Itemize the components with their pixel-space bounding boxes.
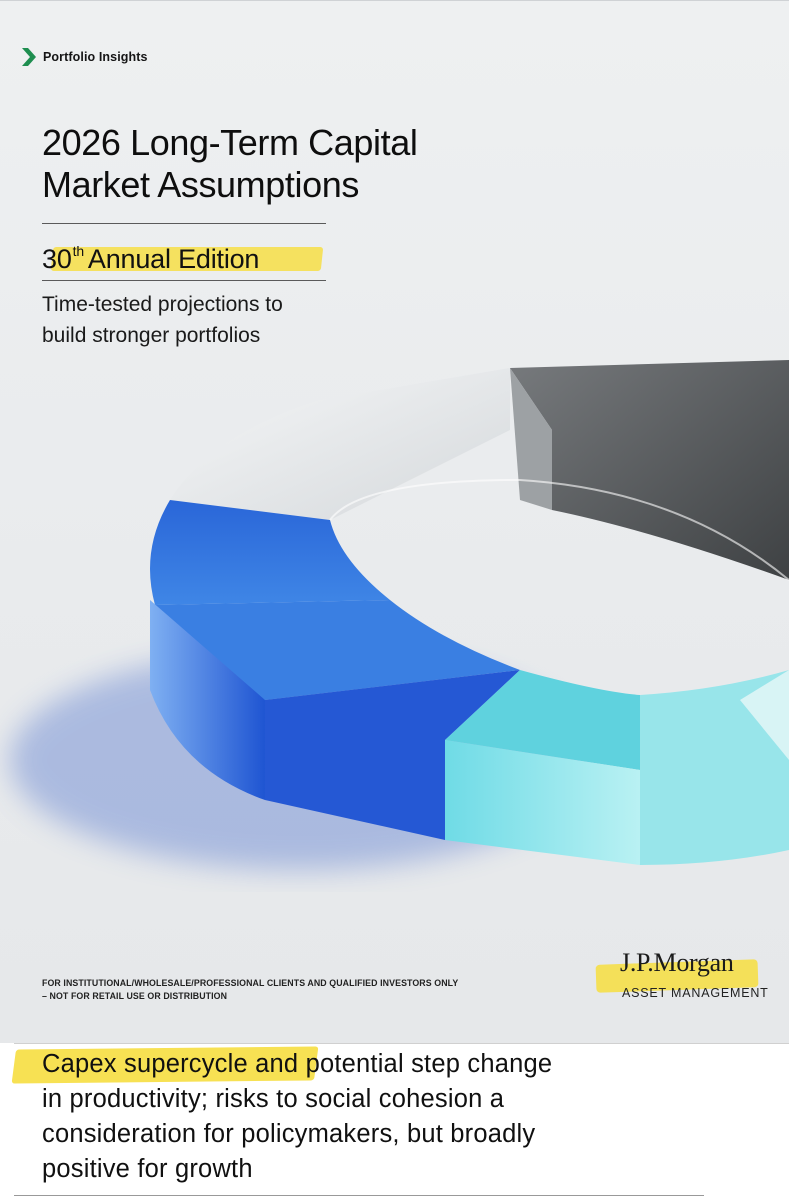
edition-suffix: th [72,243,84,259]
subtitle: Time-tested projections to build stronge… [42,289,283,351]
divider [42,280,326,281]
brand-label: Portfolio Insights [43,50,148,64]
brand-header: Portfolio Insights [22,48,148,66]
ring-segment-gray [510,360,789,580]
ring-segment-cyan-top [445,670,640,770]
edition-label: 30th Annual Edition [42,230,259,280]
ring-segment-gray-edge [510,368,552,510]
caption-line-1: Capex supercycle and potential step chan… [42,1050,553,1078]
page-title: 2026 Long-Term Capital Market Assumption… [42,122,418,206]
divider [14,1195,704,1196]
caption-line-3: consideration for policymakers, but broa… [42,1120,536,1148]
ring-segment-blue-top [150,500,390,605]
top-border [0,0,789,1]
logo-subtitle: ASSET MANAGEMENT [622,986,769,1000]
caption-line-2: in productivity; risks to social cohesio… [42,1085,505,1113]
disclaimer: FOR INSTITUTIONAL/WHOLESALE/PROFESSIONAL… [42,977,458,1003]
title-line-1: 2026 Long-Term Capital [42,122,418,163]
subtitle-line-2: build stronger portfolios [42,324,261,347]
caption-line-4: positive for growth [42,1155,253,1183]
ring-segment-cyan-highlight [740,670,789,760]
divider [42,223,326,224]
caption-text: Capex supercycle and potential step chan… [42,1047,762,1187]
disclaimer-line-2: – NOT FOR RETAIL USE OR DISTRIBUTION [42,991,228,1001]
subtitle-line-1: Time-tested projections to [42,293,283,316]
ring-segment-blue-front [265,670,520,840]
report-cover: Portfolio Insights 2026 Long-Term Capita… [0,0,789,1043]
title-line-2: Market Assumptions [42,164,359,205]
disclaimer-line-1: FOR INSTITUTIONAL/WHOLESALE/PROFESSIONAL… [42,978,459,988]
green-chevron-icon [22,48,36,66]
ring-inner-edge [329,478,789,581]
ring-segment-blue-mid [155,600,520,700]
ring-segment-blue-side [150,600,265,800]
divider [14,1043,789,1044]
edition-text: Annual Edition [87,244,260,274]
ring-segment-glass [170,368,510,520]
jpmorgan-logo: J.P.Morgan [620,948,734,977]
ring-segment-cyan-front [445,740,640,865]
ring-illustration [10,360,789,870]
ring-segment-cyan-right [640,670,789,865]
edition-number: 30 [42,244,72,274]
